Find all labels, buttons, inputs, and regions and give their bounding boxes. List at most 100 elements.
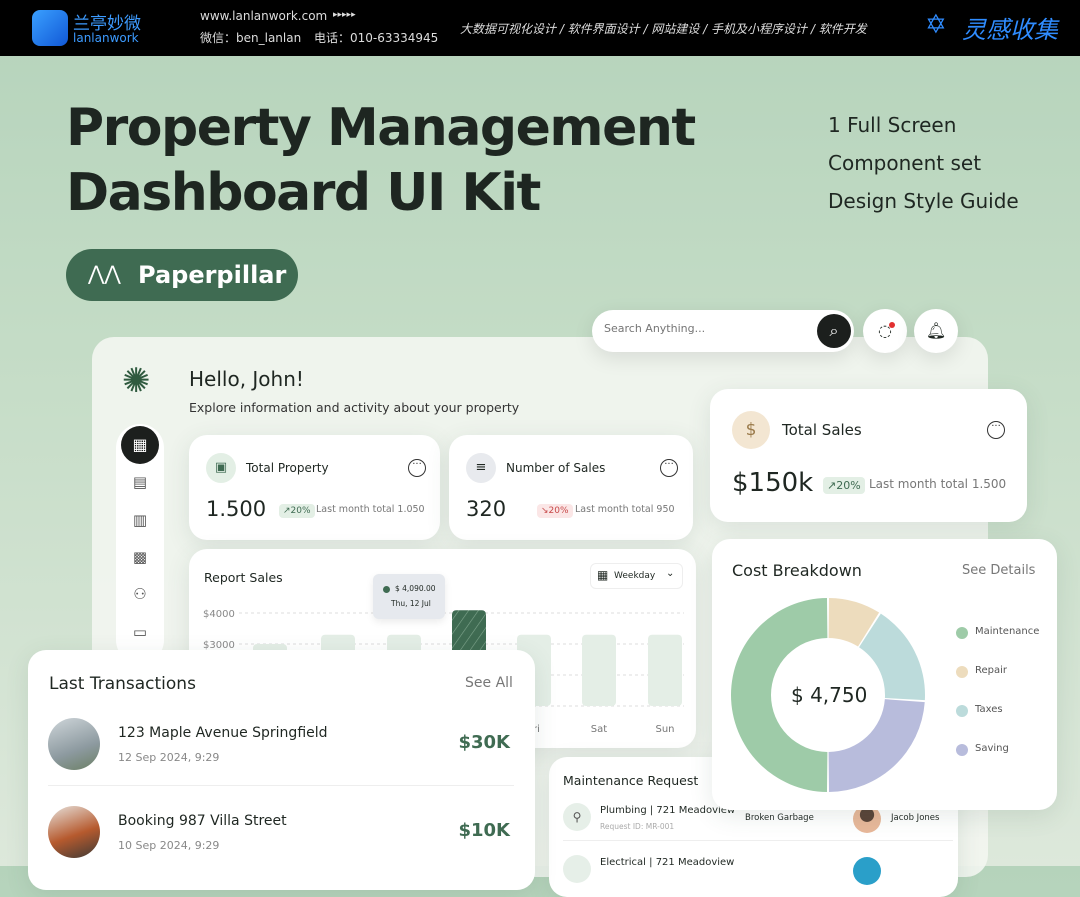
transaction-name: 123 Maple Avenue Springfield — [118, 725, 328, 741]
sidebar-item-analytics[interactable]: ▥ — [132, 511, 148, 529]
legend-dot — [956, 744, 968, 756]
donut-slice-saving[interactable] — [828, 699, 925, 792]
more-options-button[interactable]: ··· — [408, 459, 426, 477]
see-all-link[interactable]: See All — [465, 675, 513, 691]
search-bar[interactable]: ⌕ — [592, 310, 854, 352]
top-banner: 兰亭妙微 lanlanwork www.lanlanwork.com ▸▸▸▸▸… — [0, 0, 1080, 56]
property-thumbnail — [48, 718, 100, 770]
feature-1: 1 Full Screen — [828, 113, 957, 137]
greeting-subtitle: Explore information and activity about y… — [189, 400, 520, 415]
sidebar — [116, 424, 164, 664]
sidebar-item-dashboard[interactable]: ▦ — [121, 426, 159, 464]
weekday-dropdown[interactable]: ▦ Weekday ⌄ — [590, 563, 683, 589]
maintenance-row[interactable]: Electrical | 721 Meadoview — [563, 853, 953, 893]
star-logo-icon: ✡ — [925, 10, 947, 40]
chevron-down-icon: ⌄ — [666, 568, 675, 579]
legend-dot — [956, 705, 968, 717]
stat-label: Number of Sales — [506, 461, 606, 475]
services: 大数据可视化设计 / 软件界面设计 / 网站建设 / 手机及小程序设计 / 软件… — [460, 22, 867, 36]
money-bag-icon: $ — [732, 411, 770, 449]
maintenance-title: Maintenance Request — [563, 773, 699, 788]
legend-label: Repair — [975, 665, 1008, 676]
total-sales-label: Total Sales — [782, 421, 862, 439]
stat-card-total-property: ▣ Total Property ··· 1.500 ↗20% Last mon… — [189, 435, 440, 540]
assignee-avatar — [853, 857, 881, 885]
stat-label: Total Property — [246, 461, 329, 475]
change-badge: ↗20% — [279, 504, 315, 518]
tooltip-value: $ 4,090.00 — [395, 584, 436, 593]
assignee-name: Jacob Jones — [891, 813, 940, 823]
cost-donut-chart — [731, 598, 925, 792]
transaction-name: Booking 987 Villa Street — [118, 813, 287, 829]
stat-value: 320 — [466, 497, 507, 521]
property-icon: ▣ — [206, 453, 236, 483]
legend-label: Maintenance — [975, 626, 1040, 637]
cost-breakdown-card: Cost Breakdown See Details $ 4,750 Maint… — [712, 539, 1057, 810]
see-details-link[interactable]: See Details — [962, 563, 1036, 578]
more-options-button[interactable]: ··· — [660, 459, 678, 477]
sales-icon: ≡ — [466, 453, 496, 483]
donut-slice-repair[interactable] — [828, 598, 880, 647]
dropdown-value: Weekday — [614, 571, 656, 581]
transaction-row[interactable]: 123 Maple Avenue Springfield 12 Sep 2024… — [48, 716, 514, 786]
cost-breakdown-title: Cost Breakdown — [732, 561, 862, 580]
sidebar-item-buildings[interactable]: ▩ — [132, 548, 148, 566]
chat-icon: ◌ — [878, 321, 892, 340]
hero-title-line2: Dashboard UI Kit — [66, 163, 541, 223]
electrical-icon — [563, 855, 591, 883]
y-tick-label: $4000 — [203, 609, 235, 620]
change-badge: ↗20% — [823, 477, 865, 494]
x-tick-label: Sat — [591, 724, 607, 735]
site-url[interactable]: www.lanlanwork.com — [200, 9, 328, 23]
wechat: 微信：ben_lanlan — [200, 31, 302, 45]
sidebar-item-users[interactable]: ⚇ — [133, 585, 147, 603]
x-tick-label: Sun — [655, 724, 674, 735]
sidebar-item-calendar[interactable]: ▭ — [132, 623, 148, 641]
transactions-title: Last Transactions — [49, 674, 196, 694]
legend-label: Taxes — [975, 704, 1003, 715]
search-icon: ⌕ — [829, 321, 839, 340]
legend-dot — [956, 627, 968, 639]
report-sales-title: Report Sales — [204, 570, 283, 585]
transaction-amount: $10K — [458, 820, 510, 841]
more-options-button[interactable]: ··· — [987, 421, 1005, 439]
sidebar-item-property[interactable]: ▤ — [132, 473, 148, 491]
unread-dot — [889, 322, 895, 328]
bar-sun[interactable] — [648, 634, 682, 706]
stat-value: 1.500 — [206, 497, 267, 521]
notifications-button[interactable]: 🔔︎ — [914, 309, 958, 353]
right-brand: 灵感收集 — [962, 16, 1058, 44]
stat-note: Last month total 950 — [575, 504, 675, 515]
messages-button[interactable]: ◌ — [863, 309, 907, 353]
donut-slice-maintenance[interactable] — [731, 598, 828, 792]
calendar-icon: ▦ — [597, 568, 609, 582]
hero-title-line1: Property Management — [66, 98, 696, 158]
app-logo-icon: ✺ — [122, 361, 151, 401]
total-sales-card: $ Total Sales ··· $150k ↗20% Last month … — [710, 389, 1027, 522]
donut-slice-taxes[interactable] — [859, 613, 925, 701]
transaction-amount: $30K — [458, 732, 510, 753]
chart-tooltip: $ 4,090.00 Thu, 12 Jul — [373, 574, 445, 619]
bar-sat[interactable] — [582, 634, 616, 706]
search-input[interactable] — [604, 322, 804, 335]
total-sales-value: $150k — [732, 468, 814, 498]
transaction-row[interactable]: Booking 987 Villa Street 10 Sep 2024, 9:… — [48, 804, 514, 874]
legend-label: Saving — [975, 743, 1009, 754]
brand-name-en: lanlanwork — [73, 31, 139, 45]
property-thumbnail — [48, 806, 100, 858]
feature-2: Component set — [828, 151, 982, 175]
transaction-date: 12 Sep 2024, 9:29 — [118, 751, 220, 764]
brand-pill: ⋀⋀ Paperpillar — [66, 249, 298, 301]
stat-card-number-of-sales: ≡ Number of Sales ··· 320 ↘20% Last mont… — [449, 435, 693, 540]
brand-logo-icon — [32, 10, 68, 46]
stat-note: Last month total 1.050 — [316, 504, 425, 515]
brand-pill-label: Paperpillar — [138, 261, 287, 289]
y-tick-label: $3000 — [203, 640, 235, 651]
request-title: Plumbing | 721 Meadoview — [600, 805, 736, 816]
request-issue: Broken Garbage — [745, 813, 814, 823]
faucet-icon: ⚲ — [563, 803, 591, 831]
search-button[interactable]: ⌕ — [817, 314, 851, 348]
request-id: Request ID: MR-001 — [600, 822, 675, 831]
total-sales-note: Last month total 1.500 — [869, 477, 1007, 491]
brand-name-cn: 兰亭妙微 — [73, 14, 141, 34]
